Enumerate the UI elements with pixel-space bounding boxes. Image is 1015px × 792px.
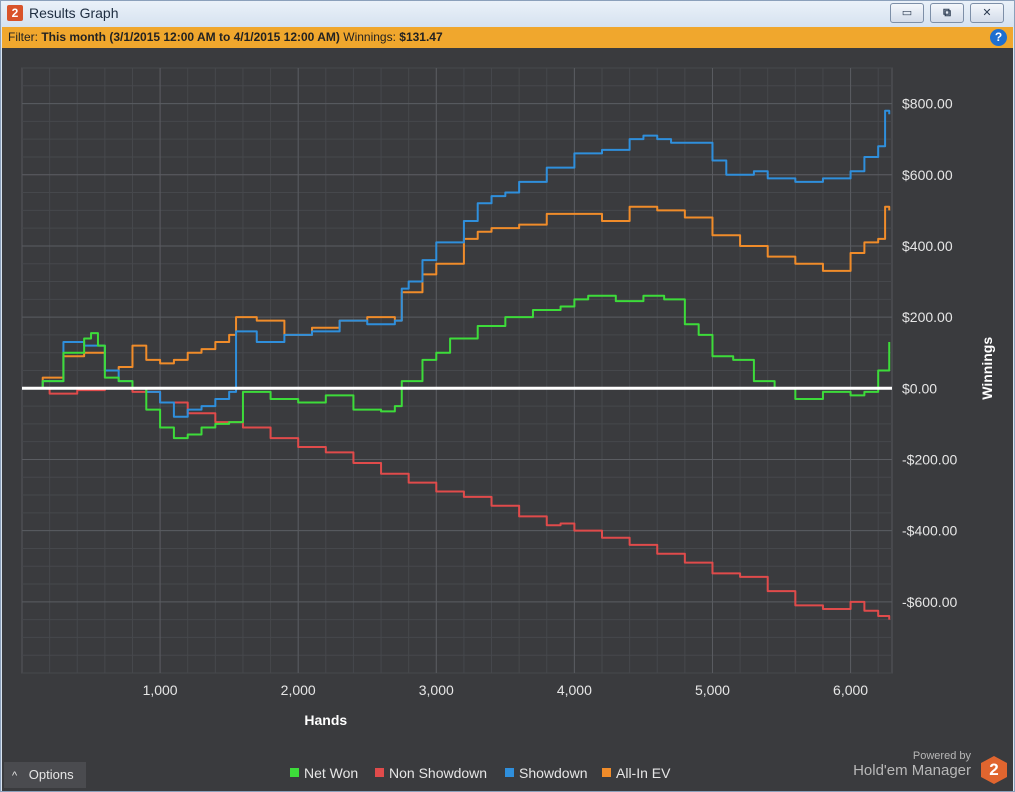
y-tick-label: $200.00 bbox=[902, 309, 953, 325]
legend-swatch bbox=[290, 768, 299, 777]
x-tick-label: 4,000 bbox=[557, 682, 592, 698]
y-tick-label: -$600.00 bbox=[902, 594, 957, 610]
filter-bar: Filter: This month (3/1/2015 12:00 AM to… bbox=[2, 27, 1013, 48]
series-line-showdown bbox=[22, 109, 891, 418]
x-tick-label: 6,000 bbox=[833, 682, 868, 698]
title-bar[interactable]: 2 Results Graph ▭ ⧉ ✕ bbox=[1, 1, 1014, 27]
y-tick-label: -$200.00 bbox=[902, 451, 957, 467]
x-tick-label: 1,000 bbox=[143, 682, 178, 698]
y-tick-label: $600.00 bbox=[902, 167, 953, 183]
legend-swatch bbox=[602, 768, 611, 777]
legend-label[interactable]: Non Showdown bbox=[389, 765, 487, 781]
y-axis-title: Winnings bbox=[979, 337, 995, 400]
window-title: Results Graph bbox=[29, 5, 119, 21]
powered-by-text: Powered by bbox=[912, 750, 971, 762]
y-tick-label: $800.00 bbox=[902, 96, 953, 112]
x-tick-label: 3,000 bbox=[419, 682, 454, 698]
minimize-button[interactable]: ▭ bbox=[890, 3, 924, 23]
y-tick-label: $400.00 bbox=[902, 238, 953, 254]
x-tick-label: 2,000 bbox=[281, 682, 316, 698]
options-label: Options bbox=[28, 767, 74, 782]
legend-swatch bbox=[375, 768, 384, 777]
brand-block: Powered by Hold'em Manager bbox=[853, 750, 971, 779]
legend-label[interactable]: Showdown bbox=[519, 765, 588, 781]
series-line-net-won bbox=[22, 294, 891, 440]
y-tick-label: $0.00 bbox=[902, 380, 937, 396]
legend-label[interactable]: Net Won bbox=[304, 765, 358, 781]
chevron-up-icon: ^ bbox=[12, 770, 18, 782]
y-tick-label: -$400.00 bbox=[902, 523, 957, 539]
x-axis-title: Hands bbox=[304, 712, 347, 728]
filter-label: Filter: bbox=[8, 30, 38, 44]
chart-area: 1,000 2,000 3,000 4,000 5,000 6,000 $800.00 $60… bbox=[2, 48, 1013, 791]
series-line-non-showdown bbox=[22, 387, 891, 620]
series-line-all-in-ev bbox=[22, 205, 891, 390]
winnings-value: $131.47 bbox=[399, 30, 443, 44]
results-chart: 1,000 2,000 3,000 4,000 5,000 6,000 $800.00 $60… bbox=[21, 67, 995, 781]
options-button[interactable]: ^ Options bbox=[4, 762, 86, 788]
legend-label[interactable]: All-In EV bbox=[616, 765, 671, 781]
legend-swatch bbox=[505, 768, 514, 777]
close-button[interactable]: ✕ bbox=[970, 3, 1004, 23]
winnings-label: Winnings: bbox=[343, 30, 396, 44]
brand-name: Hold'em Manager bbox=[853, 762, 971, 779]
filter-value[interactable]: This month (3/1/2015 12:00 AM to 4/1/201… bbox=[41, 30, 340, 44]
help-icon[interactable]: ? bbox=[990, 29, 1007, 46]
hm2-app-icon: 2 bbox=[7, 5, 23, 21]
x-tick-label: 5,000 bbox=[695, 682, 730, 698]
maximize-button[interactable]: ⧉ bbox=[930, 3, 964, 23]
hm2-logo-icon: 2 bbox=[981, 756, 1007, 784]
